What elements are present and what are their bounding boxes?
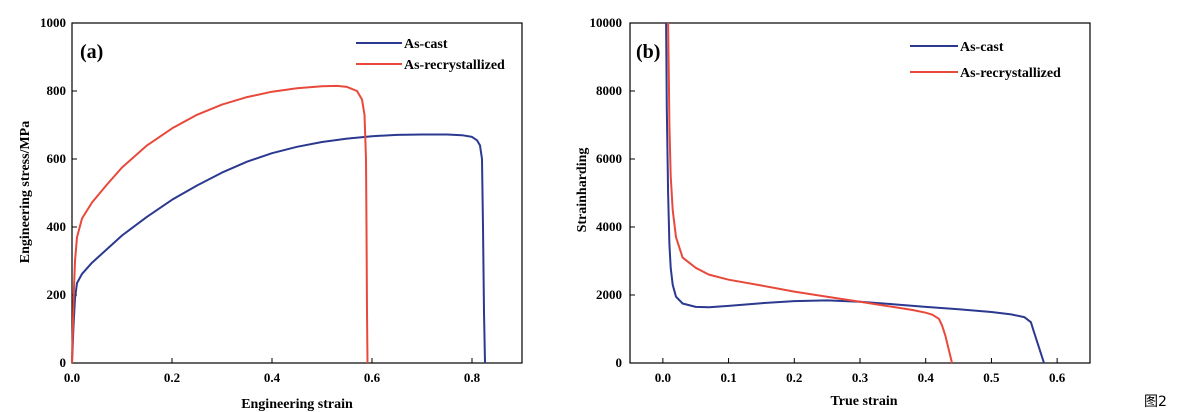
panel-b-x-tick-label: 0.2	[786, 370, 802, 385]
panel-b-y-axis-title: Strainharding	[575, 148, 590, 233]
panel-a-x-tick-label: 0.0	[64, 370, 80, 385]
panel-a-y-tick-label: 600	[47, 151, 67, 166]
panel-b-lines	[665, 22, 1045, 364]
panel-a-label: (a)	[80, 41, 103, 63]
panel-a-y-ticks: 0 200 400 600 800 1000	[40, 15, 77, 370]
figure-caption: 图2	[1144, 394, 1167, 410]
panel-b-x-axis-title: True strain	[830, 394, 897, 409]
panel-a-legend-text-as-recrystallized: As-recrystallized	[404, 58, 505, 73]
panel-b-y-tick-label: 0	[616, 355, 623, 370]
panel-b-y-tick-label: 2000	[596, 287, 622, 302]
panel-b-x-tick-label: 0.1	[720, 370, 736, 385]
panel-b-y-tick-label: 4000	[596, 219, 622, 234]
panel-a-series-as-cast	[71, 133, 486, 364]
panel-b-y-tick-label: 8000	[596, 83, 622, 98]
panel-a-legend: As-cast As-recrystallized	[356, 37, 505, 73]
panel-a-lines	[71, 84, 486, 364]
panel-b-y-ticks: 0 2000 4000 6000 8000 10000	[590, 15, 635, 370]
panel-b-x-ticks: 0.0 0.1 0.2 0.3 0.4 0.5 0.6	[655, 358, 1066, 385]
panel-a-plot-frame	[71, 22, 523, 364]
panel-a-legend-text-as-cast: As-cast	[404, 37, 448, 52]
panel-b-x-tick-label: 0.3	[852, 370, 869, 385]
panel-b-y-tick-label: 6000	[596, 151, 622, 166]
panel-b-legend: As-cast As-recrystallized	[910, 40, 1061, 81]
panel-a-x-tick-label: 0.2	[164, 370, 180, 385]
panel-b-x-tick-label: 0.4	[918, 370, 935, 385]
panel-a-y-tick-label: 200	[47, 287, 67, 302]
panel-a-y-tick-label: 400	[47, 219, 67, 234]
panel-b-x-tick-label: 0.5	[983, 370, 1000, 385]
panel-a-y-axis-title: Engineering stress/MPa	[18, 121, 33, 263]
panel-a-y-tick-label: 800	[47, 83, 67, 98]
panel-b-x-tick-label: 0.6	[1049, 370, 1066, 385]
panel-a: 0 200 400 600 800 1000 0.0 0.2 0.4 0.6 0.8 (a) As…	[18, 15, 523, 412]
panel-a-series-as-recrystallized	[71, 84, 369, 364]
panel-b-legend-text-as-cast: As-cast	[960, 40, 1004, 55]
panel-b-series-as-recrystallized	[667, 22, 953, 364]
panel-b-label: (b)	[636, 41, 660, 63]
panel-b-x-tick-label: 0.0	[655, 370, 671, 385]
panel-a-x-ticks: 0.0 0.2 0.4 0.6 0.8	[64, 358, 481, 385]
panel-b-legend-text-as-recrystallized: As-recrystallized	[960, 66, 1061, 81]
panel-a-y-tick-label: 0	[60, 355, 67, 370]
panel-a-x-tick-label: 0.4	[264, 370, 281, 385]
panel-b-series-as-cast	[665, 22, 1045, 364]
panel-a-x-tick-label: 0.6	[364, 370, 381, 385]
panel-a-x-tick-label: 0.8	[464, 370, 481, 385]
panel-a-x-axis-title: Engineering strain	[241, 397, 353, 412]
panel-b-y-tick-label: 10000	[590, 15, 623, 30]
panel-a-y-tick-label: 1000	[40, 15, 66, 30]
